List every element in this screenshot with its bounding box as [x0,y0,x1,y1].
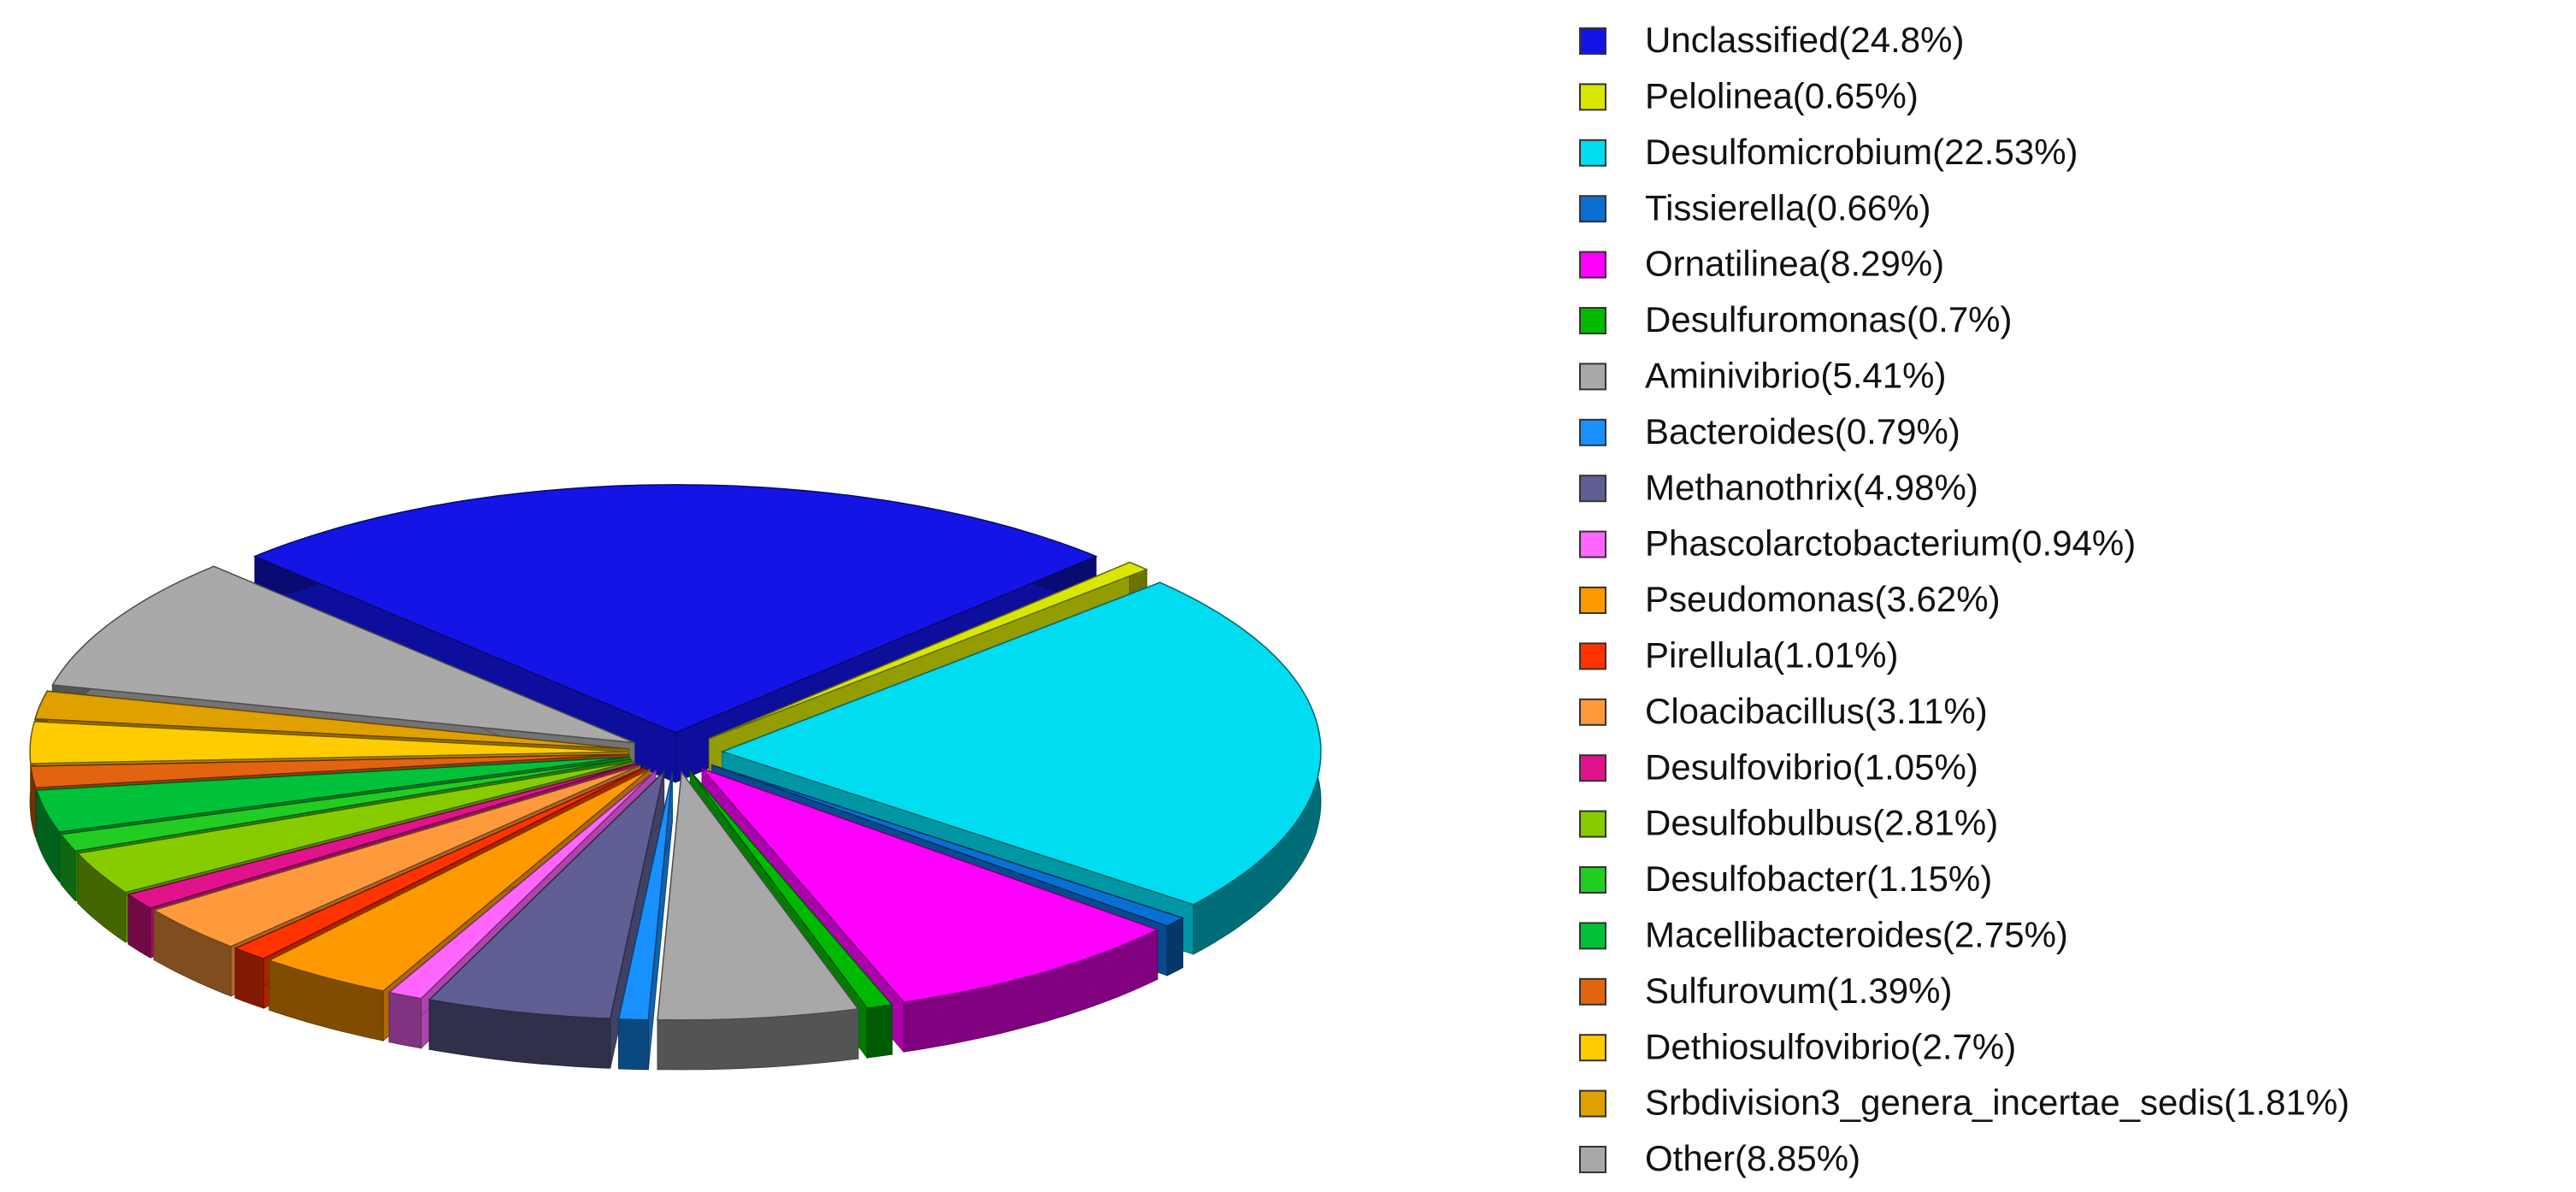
legend-label: Srbdivision3_genera_incertae_sedis(1.81%… [1645,1083,2349,1123]
legend-swatch [1579,83,1606,111]
slice [34,690,629,750]
slice [29,721,629,764]
slice [689,770,893,1009]
slice [709,561,1149,740]
legend-label: Ornatilinea(8.29%) [1645,244,1944,284]
legend-swatch [1579,363,1606,391]
legend-label: Pelolinea(0.65%) [1645,75,1919,115]
legend-label: Methanothrix(4.98%) [1645,467,1978,507]
legend-label: Desulfobulbus(2.81%) [1645,803,1998,843]
slice [711,764,1185,927]
legend-label: Desulfobacter(1.15%) [1645,859,1992,899]
slice-wall [388,991,422,1049]
legend-swatch [1579,307,1606,334]
legend-label: Other(8.85%) [1645,1138,1860,1178]
legend-label: Unclassified(24.8%) [1645,20,1965,60]
slice [76,760,634,894]
pie-slice [617,771,674,1071]
legend-swatch [1579,418,1606,446]
slice [152,764,641,947]
legend-label: Bacteroides(0.79%) [1645,411,1960,451]
slice-wall [618,1018,649,1071]
slice [617,771,674,1021]
legend-swatch [1579,1034,1606,1062]
slice [51,565,635,744]
slice [657,770,860,1021]
legend-swatch [1579,810,1606,838]
legend-label: Desulfuromonas(0.7%) [1645,299,2013,339]
legend-swatch [1579,475,1606,503]
slice [387,770,657,1000]
slice [267,768,651,992]
legend-label: Pirellula(1.01%) [1645,634,1898,675]
legend-label: Tissierella(0.66%) [1645,187,1931,227]
slice [30,753,629,788]
legend-swatch [1579,642,1606,670]
legend-label: Dethiosulfovibrio(2.7%) [1645,1026,2016,1066]
legend-swatch [1579,27,1606,55]
slice-wall [866,1004,893,1059]
legend-label: Pseudomonas(3.62%) [1645,579,2001,619]
legend-label: Desulfovibrio(1.05%) [1645,746,1978,787]
slice [35,756,630,833]
legend-swatch [1579,139,1606,167]
legend-swatch [1579,922,1606,950]
slice [233,766,645,959]
pie-slice [699,767,1159,1053]
slice [699,767,1159,1003]
slice [253,484,1098,734]
pie-slice [427,770,665,1069]
legend-label: Sulfurovum(1.39%) [1645,971,1952,1011]
legend-label: Desulfomicrobium(22.53%) [1645,132,2078,172]
slice [59,758,632,853]
slice-wall [1166,917,1183,977]
slice [427,770,665,1019]
legend-swatch [1579,754,1606,782]
slice [720,581,1322,906]
legend: Unclassified(24.8%) Pelolinea(0.65%) Desul… [1579,20,2349,1178]
legend-label: Phascolarctobacterium(0.94%) [1645,523,2136,564]
legend-swatch [1579,587,1606,614]
legend-swatch [1579,977,1606,1006]
legend-label: Macellibacteroides(2.75%) [1645,914,2068,954]
legend-swatch [1579,1089,1606,1118]
legend-swatch [1579,866,1606,894]
legend-label: Aminivibrio(5.41%) [1645,355,1946,395]
slice [127,763,637,909]
legend-swatch [1579,251,1606,279]
legend-swatch [1579,1146,1606,1173]
pie [29,484,1322,1071]
legend-swatch [1579,698,1606,726]
legend-label: Cloacibacillus(3.11%) [1645,691,1988,731]
pie-slice [657,770,860,1071]
legend-swatch [1579,195,1606,223]
legend-swatch [1579,530,1606,558]
